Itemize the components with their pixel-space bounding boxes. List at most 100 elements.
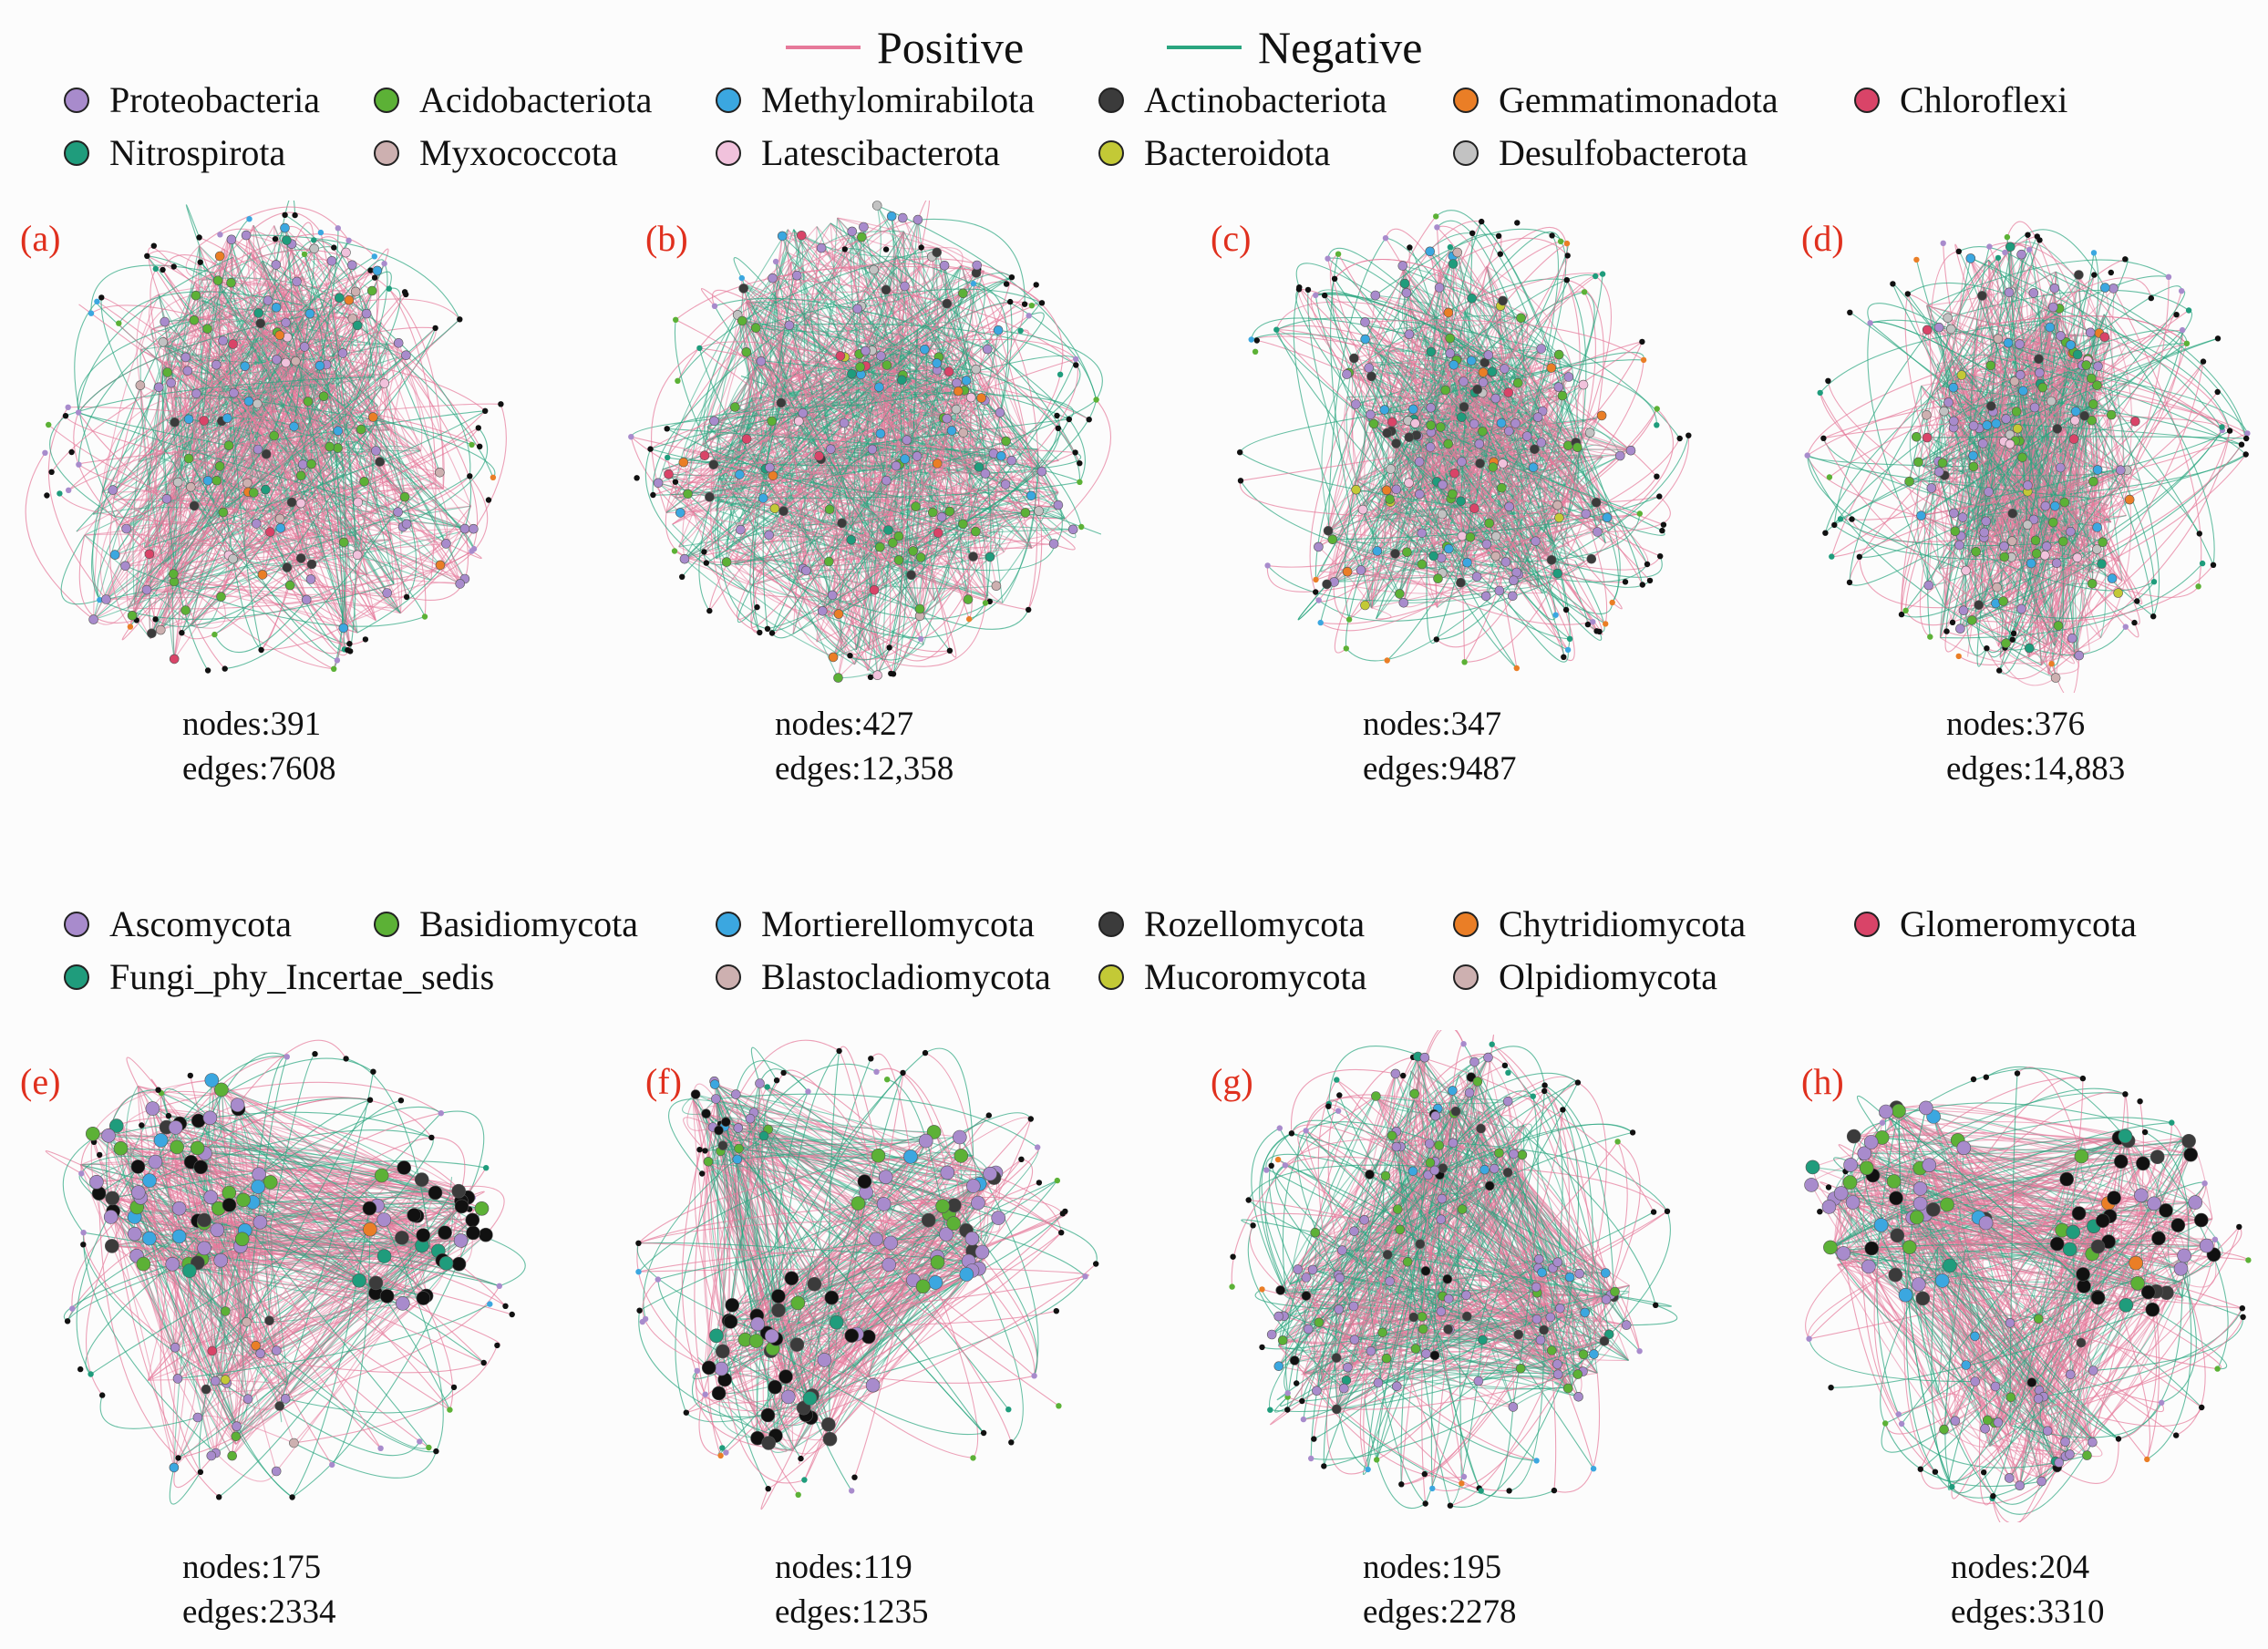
- network-node: [217, 232, 223, 238]
- network-node: [306, 559, 317, 570]
- network-node: [144, 253, 150, 259]
- network-edge: [112, 490, 307, 601]
- network-node: [995, 450, 1006, 461]
- network-node: [282, 562, 293, 572]
- network-node: [1448, 259, 1459, 269]
- phylum-color-dot: [716, 912, 741, 937]
- network-edge: [933, 302, 1013, 602]
- network-node: [1382, 235, 1389, 242]
- network-edge: [840, 356, 856, 541]
- network-node: [1490, 393, 1501, 404]
- network-node: [1622, 579, 1629, 585]
- network-node: [1644, 561, 1651, 568]
- network-edge: [1353, 357, 1366, 481]
- network-node: [758, 493, 768, 503]
- panel-h-label: (h): [1801, 1061, 1844, 1102]
- network-edge: [256, 353, 374, 405]
- phylum-color-dot: [1098, 88, 1124, 113]
- network-edge: [1348, 372, 1543, 467]
- network-edge: [199, 245, 266, 305]
- network-node: [833, 673, 843, 683]
- network-edge: [199, 206, 350, 247]
- network-node: [1357, 504, 1368, 515]
- network-node: [1459, 402, 1469, 412]
- network-node: [721, 557, 732, 567]
- legend-item: Desulfobacterota: [1453, 131, 1747, 175]
- network-edge: [713, 366, 757, 465]
- network-node: [301, 594, 312, 605]
- network-edge: [162, 269, 376, 621]
- network-edge: [1936, 387, 2045, 604]
- network-edge: [74, 301, 116, 518]
- legend-label: Latescibacterota: [761, 132, 1001, 173]
- network-node: [679, 573, 686, 580]
- network-node: [628, 434, 634, 440]
- network-node: [906, 570, 916, 581]
- network-edge: [801, 234, 933, 258]
- network-edge: [763, 360, 1070, 420]
- network-node: [352, 320, 363, 331]
- network-edge: [955, 283, 985, 384]
- network-node: [331, 244, 337, 251]
- panel-g-label: (g): [1211, 1061, 1253, 1102]
- network-node: [696, 345, 703, 352]
- network-edge: [1295, 288, 1375, 425]
- network-node: [1317, 619, 1324, 626]
- network-edge: [1332, 539, 1443, 574]
- network-node: [1343, 645, 1349, 652]
- network-node: [1360, 600, 1370, 611]
- network-edge: [756, 293, 964, 578]
- legend-label: Methylomirabilota: [761, 79, 1035, 120]
- network-edge: [1275, 329, 1513, 544]
- network-node: [202, 324, 212, 334]
- network-edge: [1500, 487, 1598, 632]
- phylum-color-dot: [716, 88, 741, 113]
- network-edge: [699, 347, 943, 518]
- network-edge: [1485, 273, 1603, 597]
- network-edge: [810, 391, 902, 541]
- network-edge: [703, 356, 841, 552]
- network-edge: [700, 288, 747, 323]
- network-node: [737, 315, 747, 326]
- network-node: [1480, 591, 1491, 602]
- network-node: [897, 212, 908, 223]
- network-node: [706, 607, 713, 614]
- network-edge: [666, 428, 990, 539]
- network-node: [226, 277, 236, 288]
- network-edge: [973, 283, 1009, 413]
- network-edge: [1334, 278, 1453, 447]
- network-edge: [1031, 399, 1111, 549]
- network-edge: [200, 262, 294, 428]
- phylum-color-dot: [1453, 88, 1479, 113]
- network-edge: [1239, 408, 1414, 453]
- network-node: [1596, 628, 1603, 635]
- network-node: [241, 230, 252, 241]
- network-node: [1447, 243, 1454, 251]
- network-edge: [838, 418, 1070, 615]
- network-node: [1553, 382, 1564, 392]
- phylum-color-dot: [64, 964, 89, 990]
- legend-label: Ascomycota: [109, 903, 292, 944]
- network-edge: [734, 563, 830, 616]
- network-node: [353, 497, 364, 508]
- network-node: [963, 594, 974, 604]
- network-edge: [147, 247, 175, 295]
- network-node: [1586, 553, 1597, 564]
- network-edge: [1566, 279, 1587, 518]
- network-edge: [1390, 347, 1541, 428]
- network-node: [281, 357, 291, 368]
- network-node: [1504, 501, 1514, 512]
- network-node: [1578, 379, 1589, 390]
- network-edge: [172, 290, 223, 398]
- network-node: [1395, 589, 1405, 599]
- legend-label: Blastocladiomycota: [761, 956, 1051, 997]
- legend-item: Gemmatimonadota: [1453, 78, 1778, 122]
- network-node: [958, 428, 969, 438]
- network-node: [333, 426, 344, 436]
- network-edge: [653, 463, 908, 496]
- network-node: [1391, 484, 1402, 495]
- network-edge: [844, 270, 985, 418]
- network-node: [1554, 512, 1564, 523]
- network-node: [961, 376, 972, 386]
- network-edge: [1327, 237, 1387, 537]
